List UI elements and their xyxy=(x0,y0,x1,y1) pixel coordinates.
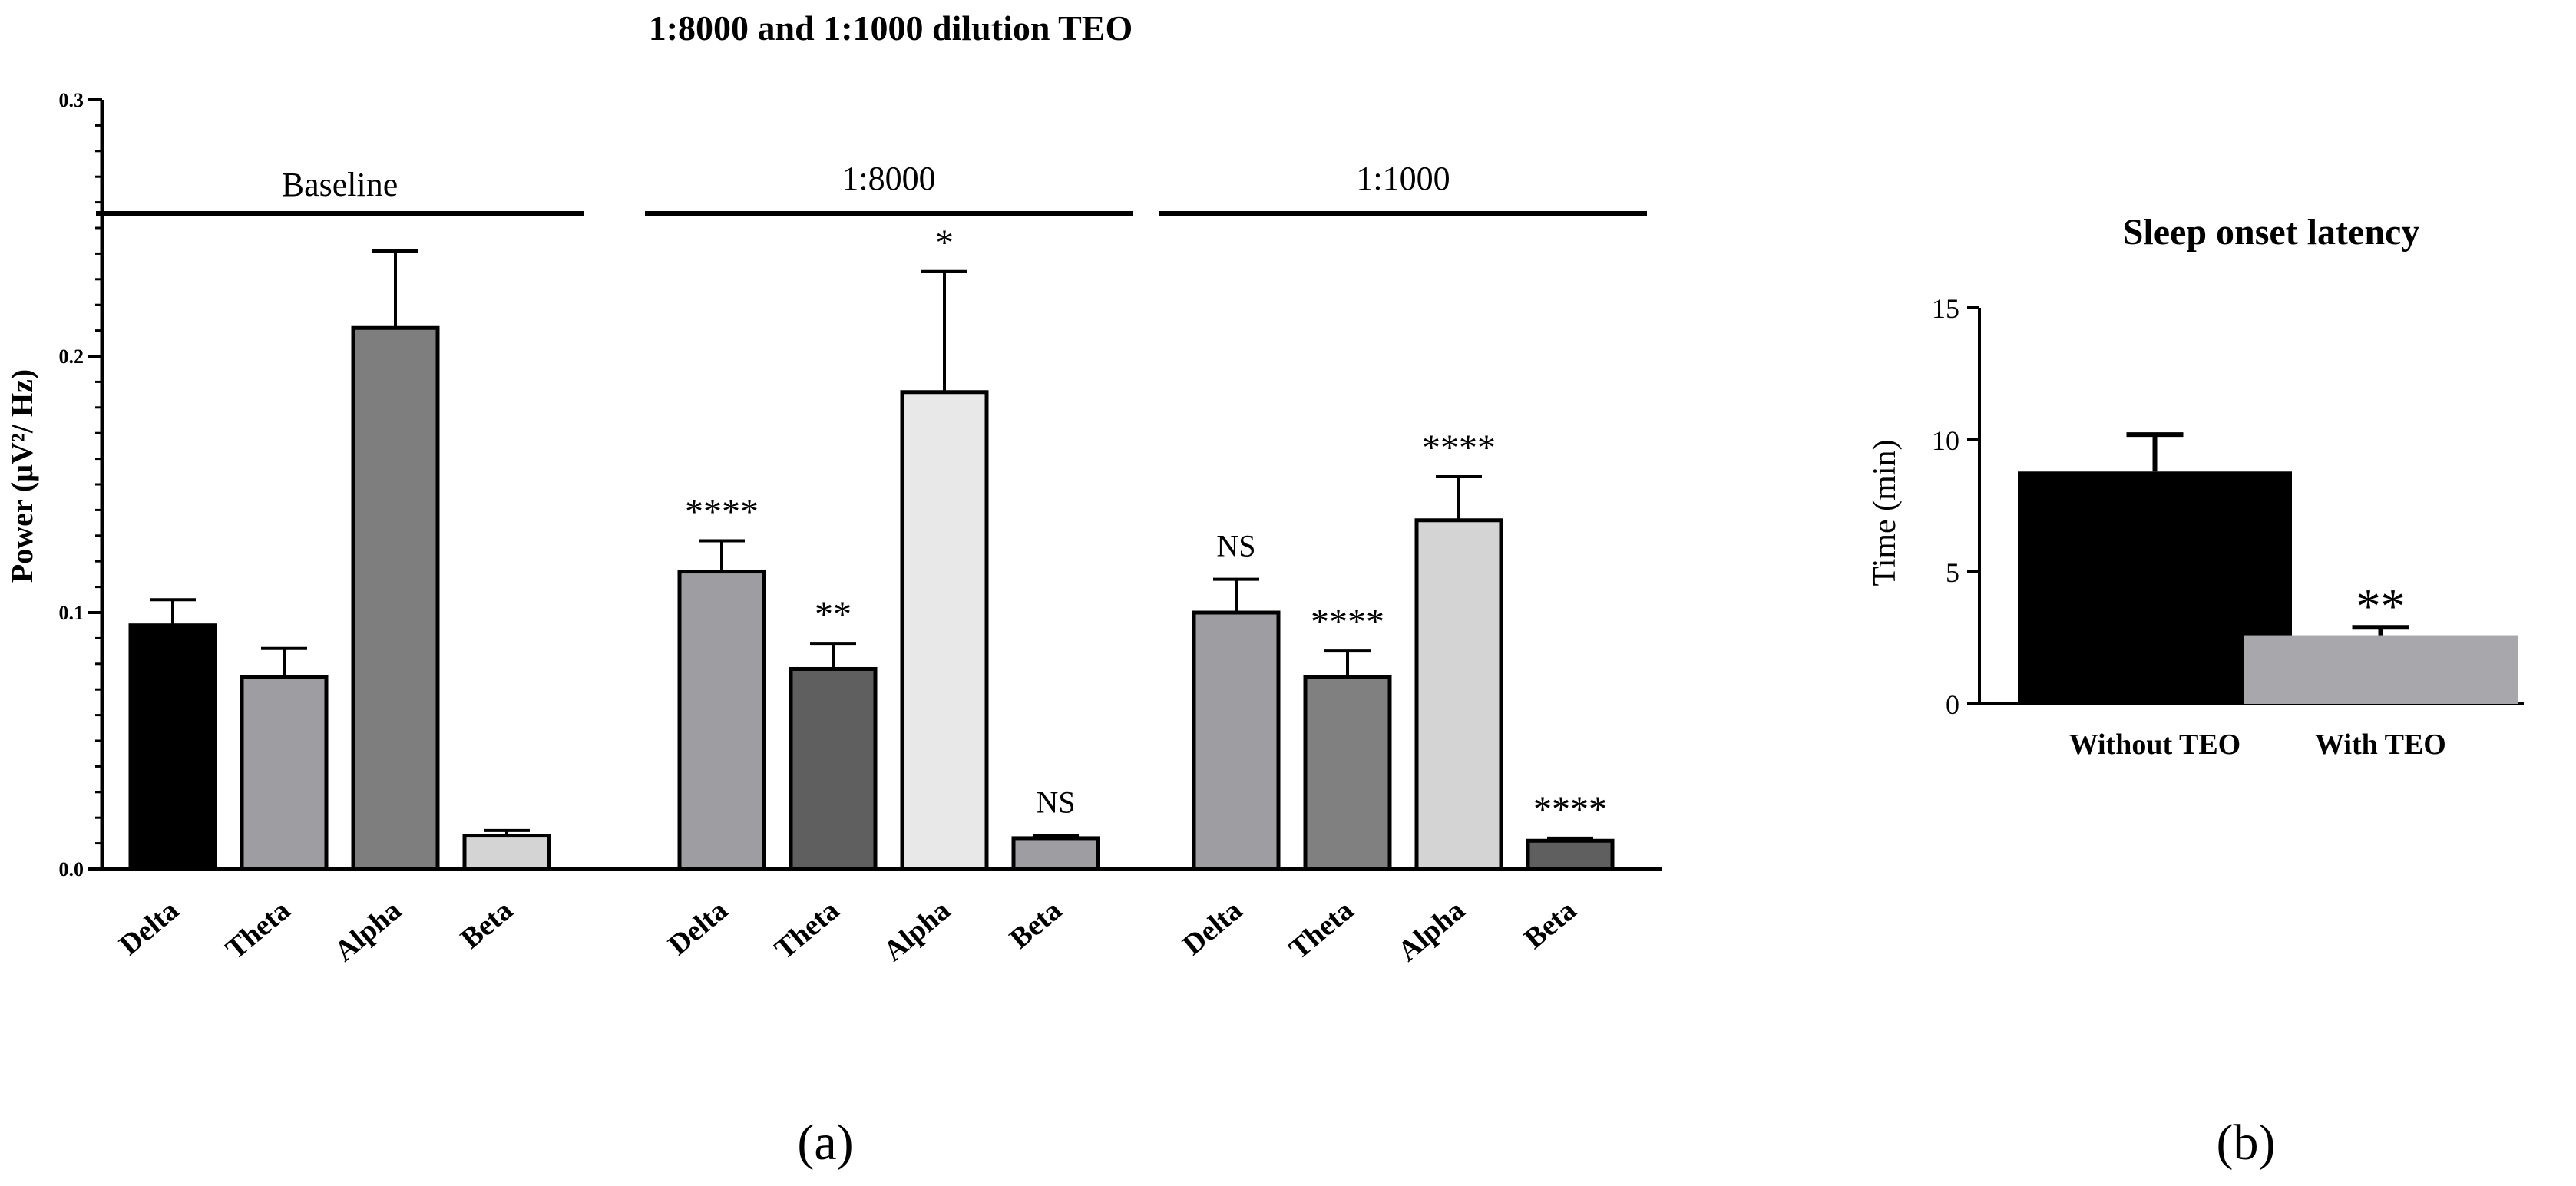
x-tick-label: Delta xyxy=(114,894,185,962)
bar xyxy=(1303,675,1392,871)
y-tick-label: 15 xyxy=(1932,293,1959,324)
chart-b-plot: 0 5 10 15 Without TEO ** With TEO xyxy=(1932,293,2524,761)
x-tick-label: Delta xyxy=(663,894,734,962)
y-tick-label: 0.1 xyxy=(59,602,84,624)
group-label: 1:8000 xyxy=(842,160,935,197)
x-tick-label: Theta xyxy=(220,894,296,966)
bar xyxy=(789,666,878,871)
significance-label: ** xyxy=(2356,579,2406,633)
significance-label: * xyxy=(935,223,954,263)
x-tick-label: Alpha xyxy=(878,894,957,968)
y-tick-label: 0.3 xyxy=(59,89,84,111)
chart-a-plot: 0.0 0.1 0.2 0.3 Baseline Delta Theta Alpha Beta 1… xyxy=(59,89,1662,968)
bar xyxy=(462,834,551,871)
y-tick-label: 10 xyxy=(1932,425,1959,456)
significance-label: **** xyxy=(685,491,759,532)
bar xyxy=(128,623,217,871)
x-tick-label: Without TEO xyxy=(2069,728,2241,761)
y-tick-label: 5 xyxy=(1946,557,1959,588)
group-label: Baseline xyxy=(282,166,398,203)
x-tick-label: Beta xyxy=(1518,894,1582,956)
bar xyxy=(1011,836,1100,871)
bar xyxy=(351,325,440,871)
significance-label: **** xyxy=(1311,602,1384,643)
bar xyxy=(1526,838,1615,871)
x-tick-label: Alpha xyxy=(329,894,408,968)
y-tick-label: 0 xyxy=(1946,689,1959,720)
x-tick-label: With TEO xyxy=(2315,728,2446,761)
x-tick-label: Beta xyxy=(455,894,519,956)
chart-a-title: 1:8000 and 1:1000 dilution TEO xyxy=(649,8,1133,48)
bar xyxy=(1414,518,1503,871)
significance-label: ** xyxy=(815,594,852,635)
y-tick-label: 0.2 xyxy=(59,345,84,368)
y-tick-label: 0.0 xyxy=(59,858,84,880)
bar xyxy=(240,675,329,871)
x-tick-label: Theta xyxy=(769,894,845,966)
significance-label: **** xyxy=(1533,789,1607,830)
x-tick-label: Alpha xyxy=(1392,894,1471,968)
group-label: 1:1000 xyxy=(1356,160,1450,197)
chart-b-ylabel: Time (min) xyxy=(1867,440,1903,586)
x-tick-label: Theta xyxy=(1283,894,1360,966)
chart-b-title: Sleep onset latency xyxy=(2123,212,2420,253)
bar xyxy=(1192,610,1281,871)
panel-label-a: (a) xyxy=(797,1115,853,1171)
significance-label: NS xyxy=(1216,529,1255,563)
bar xyxy=(900,390,989,871)
significance-label: NS xyxy=(1036,785,1075,820)
x-tick-label: Delta xyxy=(1177,894,1248,962)
bar xyxy=(2244,635,2518,704)
x-tick-label: Beta xyxy=(1004,894,1068,956)
panel-label-b: (b) xyxy=(2217,1115,2276,1171)
bar xyxy=(677,570,766,871)
chart-a-ylabel: Power (μV²/ Hz) xyxy=(5,369,39,583)
significance-label: **** xyxy=(1422,428,1496,468)
